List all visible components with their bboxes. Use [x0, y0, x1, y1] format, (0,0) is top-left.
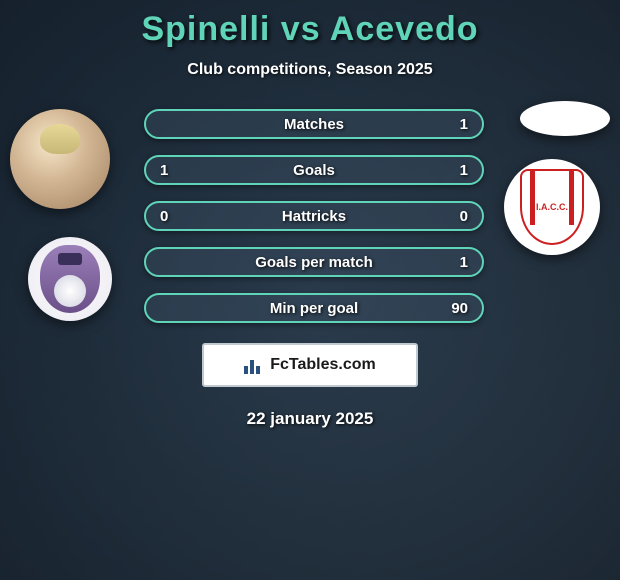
- stat-row-goals-per-match: Goals per match 1: [144, 247, 484, 277]
- chart-icon: [244, 356, 264, 374]
- player-right-avatar: [520, 101, 610, 136]
- stat-label: Goals per match: [255, 254, 373, 271]
- stat-rows: Matches 1 1 Goals 1 0 Hattricks 0 Goals …: [144, 109, 484, 323]
- stat-label: Goals: [293, 162, 335, 179]
- stat-row-matches: Matches 1: [144, 109, 484, 139]
- stat-label: Min per goal: [270, 300, 358, 317]
- stat-right-value: 0: [460, 208, 468, 225]
- stat-label: Matches: [284, 116, 344, 133]
- stat-row-hattricks: 0 Hattricks 0: [144, 201, 484, 231]
- stat-left-value: 0: [160, 208, 168, 225]
- stat-right-value: 1: [460, 254, 468, 271]
- player-left-avatar: [10, 109, 110, 209]
- subtitle: Club competitions, Season 2025: [0, 61, 620, 79]
- stat-right-value: 1: [460, 162, 468, 179]
- club-right-badge: I.A.C.C.: [504, 159, 600, 255]
- stat-row-min-per-goal: Min per goal 90: [144, 293, 484, 323]
- date-text: 22 january 2025: [10, 409, 610, 429]
- brand-box: FcTables.com: [202, 343, 418, 387]
- club-left-badge: [28, 237, 112, 321]
- stat-right-value: 1: [460, 116, 468, 133]
- stat-label: Hattricks: [282, 208, 346, 225]
- stat-row-goals: 1 Goals 1: [144, 155, 484, 185]
- club-right-shield: I.A.C.C.: [520, 169, 584, 245]
- stats-container: I.A.C.C. Matches 1 1 Goals 1 0 Hattricks…: [0, 109, 620, 429]
- page-title: Spinelli vs Acevedo: [0, 10, 620, 49]
- stat-left-value: 1: [160, 162, 168, 179]
- stat-right-value: 90: [451, 300, 468, 317]
- brand-text: FcTables.com: [270, 356, 376, 374]
